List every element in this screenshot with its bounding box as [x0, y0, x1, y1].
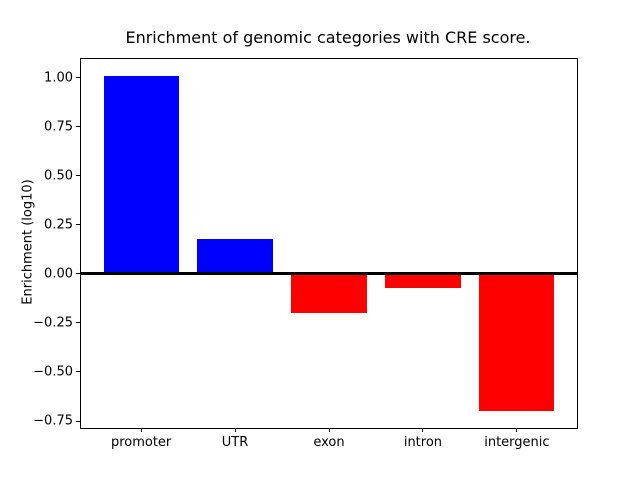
zero-line	[81, 272, 577, 276]
y-tick-label: 0.00	[44, 266, 73, 282]
y-tick-label: 0.25	[44, 217, 73, 233]
x-tick-label-promoter: promoter	[110, 435, 172, 450]
chart-title: Enrichment of genomic categories with CR…	[125, 28, 531, 47]
y-tick-label: −0.50	[33, 364, 73, 380]
x-tick-mark	[328, 428, 330, 432]
y-tick-label: 1.00	[44, 70, 73, 86]
y-tick-label: −0.25	[33, 315, 73, 331]
bar-intron	[385, 273, 461, 288]
y-tick-label: 0.75	[44, 119, 73, 135]
y-tick-mark	[76, 175, 80, 177]
x-tick-label-UTR: UTR	[221, 435, 249, 450]
bar-promoter	[103, 75, 179, 274]
y-axis-label: Enrichment (log10)	[20, 179, 36, 305]
x-tick-mark	[516, 428, 518, 432]
x-tick-mark	[234, 428, 236, 432]
bar-UTR	[197, 238, 273, 274]
bar-exon	[291, 273, 367, 314]
bar-intergenic	[479, 273, 555, 412]
x-tick-label-intron: intron	[403, 435, 443, 450]
y-tick-mark	[76, 322, 80, 324]
y-tick-label: 0.50	[44, 168, 73, 184]
y-tick-mark	[76, 126, 80, 128]
y-tick-mark	[76, 224, 80, 226]
plot-area: 1.00 0.75 0.50 0.25 0.00 −0.25 −0.50 −0.75 prom…	[33, 58, 578, 450]
y-tick-label: −0.75	[33, 413, 73, 429]
x-tick-mark	[140, 428, 142, 432]
x-tick-label-exon: exon	[313, 435, 345, 450]
y-tick-mark	[76, 371, 80, 373]
y-tick-mark	[76, 420, 80, 422]
y-tick-mark	[76, 77, 80, 79]
x-tick-label-intergenic: intergenic	[484, 435, 550, 450]
y-tick-mark	[76, 273, 80, 275]
x-tick-mark	[422, 428, 424, 432]
